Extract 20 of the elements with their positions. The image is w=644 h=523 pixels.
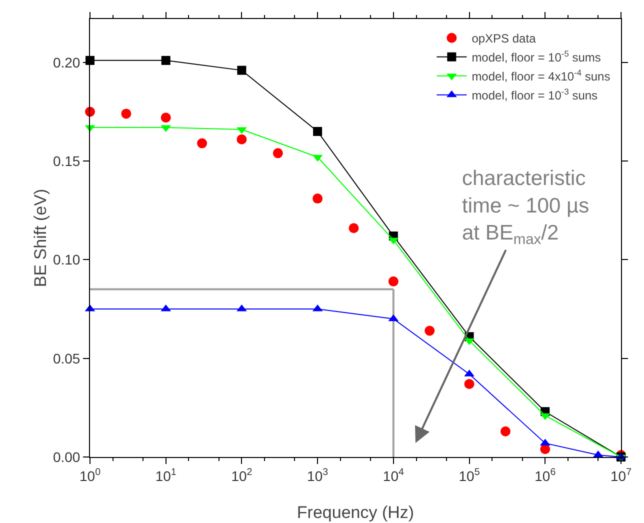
legend-label: model, floor = 10$^{-5}$ sums <box>472 48 601 65</box>
y-tick-label: 0.20 <box>52 54 80 70</box>
legend-label: opXPS data <box>472 32 536 46</box>
annotation: characteristic time ~ 100 µs at BE$_{max}$/2 <box>462 167 590 248</box>
x-tick-label: 10$^{3}$ <box>307 466 329 484</box>
y-tick-label: 0.15 <box>52 152 80 169</box>
y-tick-label: 0.10 <box>52 252 80 268</box>
x-axis-title: Frequency (Hz) <box>296 503 414 522</box>
x-tick-label: 10$^{6}$ <box>534 466 556 484</box>
x-tick-label: 10$^{2}$ <box>231 466 252 484</box>
y-tick-label: 0.00 <box>52 448 80 465</box>
legend-label: model, floor = 4x10$^{-4}$ suns <box>472 68 610 84</box>
x-tick-label: 10$^{0}$ <box>79 466 102 484</box>
x-tick-label: 10$^{5}$ <box>458 466 480 484</box>
x-tick-label: 10$^{4}$ <box>382 466 404 484</box>
legend-label: model, floor = 10$^{-3}$ suns <box>472 86 598 103</box>
x-tick-label: 10$^{1}$ <box>155 466 176 484</box>
y-tick-label: 0.05 <box>52 350 80 366</box>
y-axis-title: BE Shift (eV) <box>31 188 50 288</box>
x-tick-label: 10$^{7}$ <box>610 466 632 484</box>
